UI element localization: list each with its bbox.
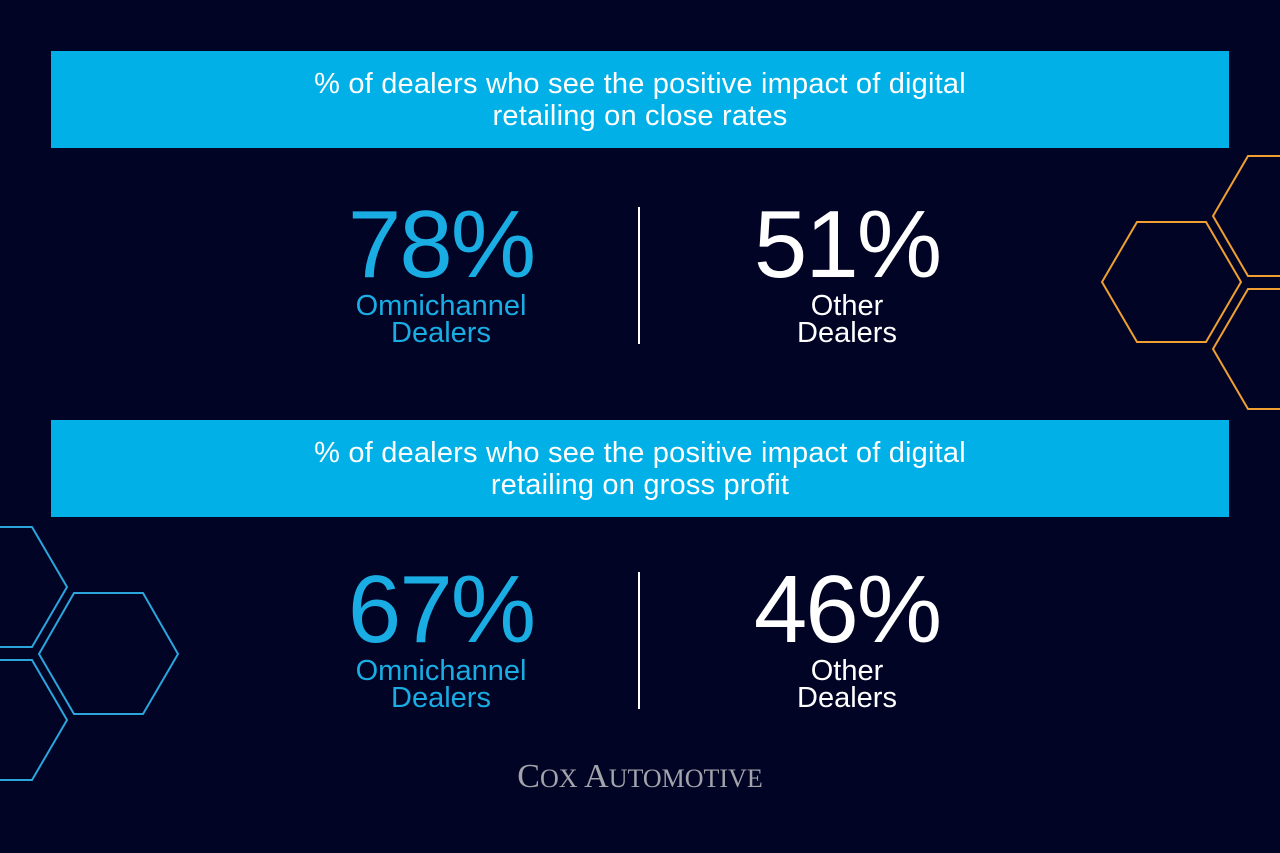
logo-a: A [584, 758, 609, 795]
stat-omnichannel: 78% Omnichannel Dealers [291, 195, 591, 349]
stat-omnichannel: 67% Omnichannel Dealers [291, 560, 591, 714]
stat-other: 46% Other Dealers [697, 560, 997, 714]
banner-title: % of dealers who see the positive impact… [314, 67, 966, 132]
logo-utomotive: UTOMOTIVE [608, 764, 763, 793]
stat-label-line1: Other [810, 290, 884, 322]
hexagon-decoration-blue [0, 526, 180, 781]
stat-label-line1: Omnichannel [355, 290, 527, 322]
hexagon-decoration-orange [1100, 155, 1280, 410]
stat-row-gross-profit: 67% Omnichannel Dealers 46% Other Dealer… [0, 560, 1280, 720]
stat-value: 46% [753, 556, 942, 663]
stat-value: 78% [347, 191, 536, 298]
stat-label-line2: Dealers [391, 317, 491, 349]
banner-close-rates: % of dealers who see the positive impact… [51, 51, 1229, 148]
divider [638, 572, 640, 709]
banner-gross-profit: % of dealers who see the positive impact… [51, 420, 1229, 517]
logo-ox: OX [539, 764, 578, 793]
stat-label-line2: Dealers [391, 682, 491, 714]
cox-automotive-logo: COX AUTOMOTIVE [0, 758, 1280, 796]
stat-label-line1: Other [810, 655, 884, 687]
stat-label-line2: Dealers [797, 317, 897, 349]
banner-title: % of dealers who see the positive impact… [314, 436, 966, 501]
stat-label-line1: Omnichannel [355, 655, 527, 687]
stat-other: 51% Other Dealers [697, 195, 997, 349]
divider [638, 207, 640, 344]
stat-value: 51% [753, 191, 942, 298]
stat-value: 67% [347, 556, 536, 663]
stat-label-line2: Dealers [797, 682, 897, 714]
logo-c: C [517, 758, 540, 795]
stat-row-close-rates: 78% Omnichannel Dealers 51% Other Dealer… [0, 195, 1280, 355]
